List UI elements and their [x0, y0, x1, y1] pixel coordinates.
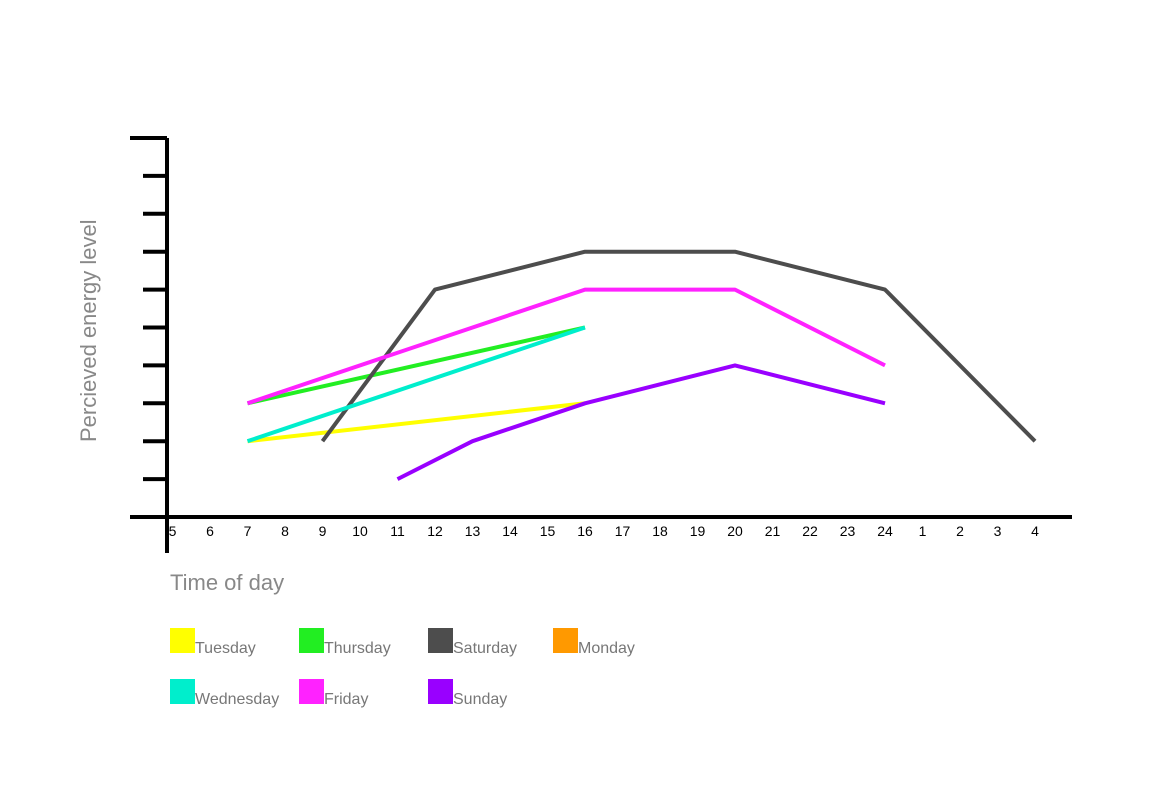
- series-line-sunday: [396, 363, 886, 481]
- legend-label-tuesday: Tuesday: [195, 640, 256, 657]
- x-tick-label: 6: [206, 523, 214, 539]
- x-tick-label: 4: [1031, 523, 1039, 539]
- x-tick-label: 15: [540, 523, 556, 539]
- legend-swatch-monday: [553, 628, 578, 653]
- series-line-saturday: [320, 249, 1037, 443]
- x-axis-title: Time of day: [170, 570, 284, 595]
- x-tick-label: 22: [802, 523, 818, 539]
- series-layer: [246, 249, 1037, 481]
- x-tick-label: 5: [169, 523, 177, 539]
- x-tick-label: 17: [615, 523, 631, 539]
- axes: [130, 136, 1072, 553]
- legend-swatch-tuesday: [170, 628, 195, 653]
- x-tick-label: 16: [577, 523, 593, 539]
- x-tick-labels: 5 6 7 8 9 10 11 12 13 14 15 16 17 18 19 20 21 22 23 24 1 2 3 4: [169, 523, 1040, 539]
- x-tick-label: 2: [956, 523, 964, 539]
- x-tick-label: 3: [994, 523, 1002, 539]
- x-tick-label: 18: [652, 523, 668, 539]
- legend-swatch-saturday: [428, 628, 453, 653]
- x-tick-label: 8: [281, 523, 289, 539]
- x-tick-label: 11: [390, 523, 405, 539]
- x-tick-label: 14: [502, 523, 518, 539]
- x-tick-label: 7: [244, 523, 252, 539]
- x-tick-label: 19: [690, 523, 706, 539]
- legend-label-sunday: Sunday: [453, 691, 507, 708]
- legend-label-wednesday: Wednesday: [195, 691, 279, 708]
- legend-label-saturday: Saturday: [453, 640, 517, 657]
- legend-label-thursday: Thursday: [324, 640, 391, 657]
- series-line-friday: [246, 287, 886, 406]
- x-tick-label: 1: [919, 523, 927, 539]
- series-line-thursday: [247, 325, 586, 406]
- legend-swatch-thursday: [299, 628, 324, 653]
- legend-swatch-wednesday: [170, 679, 195, 704]
- x-tick-label: 20: [727, 523, 743, 539]
- series-line-wednesday: [246, 325, 586, 444]
- legend-label-friday: Friday: [324, 691, 368, 708]
- legend-swatch-sunday: [428, 679, 453, 704]
- x-tick-label: 23: [840, 523, 856, 539]
- y-axis-title: Percieved energy level: [76, 219, 101, 442]
- series-line-tuesday: [247, 401, 586, 444]
- x-tick-label: 9: [319, 523, 327, 539]
- x-tick-label: 13: [465, 523, 481, 539]
- x-tick-label: 12: [427, 523, 443, 539]
- x-tick-label: 10: [352, 523, 368, 539]
- legend: Tuesday Thursday Saturday Monday Wednesday Fr…: [170, 628, 635, 708]
- x-tick-label: 21: [765, 523, 781, 539]
- legend-label-monday: Monday: [578, 640, 635, 657]
- legend-swatch-friday: [299, 679, 324, 704]
- x-tick-label: 24: [877, 523, 893, 539]
